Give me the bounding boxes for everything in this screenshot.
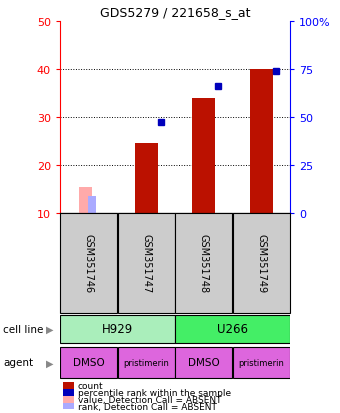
Text: agent: agent [3, 358, 34, 368]
Text: GSM351746: GSM351746 [84, 234, 94, 293]
Bar [135, 144, 158, 214]
Bar [60, 347, 117, 378]
Text: pristimerin: pristimerin [123, 358, 169, 367]
Bar [79, 187, 91, 214]
Text: pristimerin: pristimerin [238, 358, 284, 367]
Bar [233, 347, 290, 378]
Text: ▶: ▶ [46, 358, 54, 368]
Title: GDS5279 / 221658_s_at: GDS5279 / 221658_s_at [100, 7, 250, 19]
Text: U266: U266 [217, 323, 248, 336]
Bar [250, 70, 273, 214]
Text: GSM351747: GSM351747 [141, 234, 151, 293]
Bar [118, 347, 175, 378]
Text: count: count [78, 381, 103, 390]
Text: rank, Detection Call = ABSENT: rank, Detection Call = ABSENT [78, 402, 217, 411]
Text: percentile rank within the sample: percentile rank within the sample [78, 388, 231, 397]
Bar [175, 214, 232, 313]
Bar [175, 347, 232, 378]
Text: DMSO: DMSO [73, 358, 105, 368]
Bar [233, 214, 290, 313]
Text: GSM351748: GSM351748 [199, 234, 209, 293]
Text: cell line: cell line [3, 324, 44, 334]
Bar [175, 315, 290, 344]
Bar [118, 214, 175, 313]
Bar [88, 197, 96, 214]
Text: DMSO: DMSO [188, 358, 220, 368]
Bar [60, 214, 117, 313]
Text: GSM351749: GSM351749 [256, 234, 266, 293]
Bar [60, 315, 175, 344]
Text: value, Detection Call = ABSENT: value, Detection Call = ABSENT [78, 395, 221, 404]
Bar [192, 99, 215, 214]
Text: ▶: ▶ [46, 324, 54, 334]
Text: H929: H929 [102, 323, 133, 336]
